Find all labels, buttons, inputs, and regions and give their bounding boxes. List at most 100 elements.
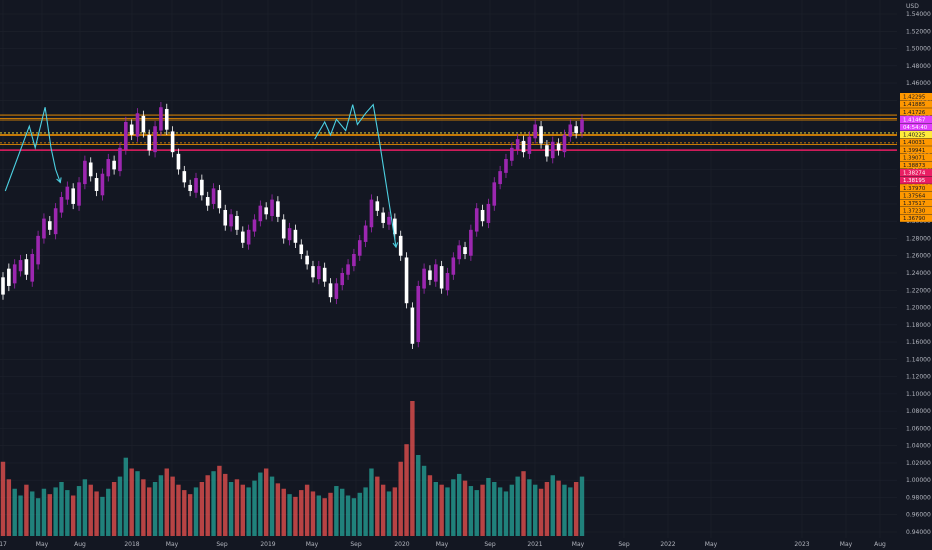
volume-bar — [193, 487, 199, 536]
candle-body — [317, 266, 321, 280]
candle-body — [568, 124, 573, 137]
volume-bar — [503, 491, 509, 536]
y-tick-label: 1.24000 — [906, 270, 931, 277]
price-tag — [900, 100, 932, 108]
candle-body — [334, 283, 339, 299]
candle-body — [194, 178, 198, 193]
volume-bar — [533, 484, 538, 536]
y-tick-label: 1.50000 — [906, 46, 931, 53]
candle-body — [533, 124, 538, 139]
x-tick-label: 2021 — [527, 541, 542, 548]
y-tick-label: 0.94000 — [906, 529, 931, 536]
y-tick-label: 1.02000 — [906, 460, 931, 467]
candle-body — [88, 162, 93, 177]
price-tag — [900, 191, 932, 199]
volume-bar — [334, 486, 339, 536]
volume-bar — [462, 480, 468, 536]
volume-bar — [416, 455, 421, 536]
candle-body — [258, 205, 263, 222]
candle-body — [200, 179, 204, 196]
volume-bar — [94, 491, 99, 536]
y-tick-label: 1.46000 — [906, 80, 931, 87]
volume-bar — [299, 490, 304, 536]
volume-bar — [445, 487, 450, 536]
price-tag — [900, 199, 932, 207]
time-axis[interactable]: 17 May Aug 2018 May Sep 2019 May Sep 2020 May Sep 20… — [0, 541, 886, 548]
candle-body — [252, 219, 257, 232]
candle-body — [53, 208, 58, 235]
y-tick-label: 1.54000 — [906, 11, 931, 18]
candle-body — [328, 283, 333, 298]
candle-body — [170, 131, 175, 153]
x-tick-label: 2019 — [260, 541, 275, 548]
volume-bar — [562, 484, 567, 536]
price-tag — [900, 207, 932, 215]
volume-bar — [211, 471, 216, 536]
x-tick-label: Aug — [874, 541, 886, 548]
candle-body — [188, 184, 192, 191]
candle-body — [311, 266, 315, 278]
volume-bar — [509, 484, 515, 536]
volume-bar — [252, 480, 257, 536]
volume-bar — [392, 487, 398, 536]
candle-body — [7, 268, 11, 286]
x-tick-label: Sep — [618, 541, 630, 548]
volume-bar — [468, 486, 474, 536]
y-tick-label: 1.22000 — [906, 287, 931, 294]
projection-lines — [4, 103, 399, 249]
y-tick-label: 1.14000 — [906, 356, 931, 363]
projection-line — [314, 103, 397, 248]
candle-body — [556, 143, 561, 151]
volume-bar — [375, 476, 380, 536]
candle-body — [562, 134, 567, 153]
volume-bar — [345, 495, 351, 536]
candle-body — [375, 201, 380, 211]
volume-bar — [199, 482, 205, 536]
candle-body — [510, 147, 514, 161]
volume-bar — [30, 491, 35, 536]
candles — [1, 102, 584, 349]
y-tick-label: 1.16000 — [906, 339, 931, 346]
price-tag-label: 1.39941 — [903, 148, 925, 154]
candle-body — [118, 147, 122, 172]
candle-body — [240, 231, 245, 243]
price-tag — [900, 146, 932, 154]
volume-bar — [486, 477, 491, 536]
candle-body — [217, 190, 222, 209]
volume-bar — [474, 490, 479, 536]
price-tag — [900, 169, 932, 177]
candle-body — [480, 209, 485, 222]
volume-bar — [217, 465, 222, 536]
candle-body — [246, 229, 251, 245]
candle-body — [100, 173, 105, 196]
volume-bar — [304, 484, 310, 536]
candle-body — [521, 140, 526, 153]
x-tick-label: 17 — [0, 541, 7, 548]
candle-body — [381, 212, 385, 223]
candle-body — [352, 254, 356, 267]
candle-body — [299, 244, 304, 255]
x-tick-label: May — [166, 541, 179, 548]
volume-bar — [421, 465, 427, 536]
candle-body — [393, 218, 397, 235]
price-tag-label: 1.40225 — [903, 133, 925, 139]
candle-body — [550, 141, 555, 159]
volume-bar — [404, 444, 409, 536]
candle-body — [451, 257, 456, 275]
volume-bar — [176, 484, 181, 536]
candle-body — [270, 199, 274, 217]
volume-bar — [228, 482, 234, 536]
y-tick-label: 1.06000 — [906, 425, 931, 432]
volume-bar — [281, 488, 286, 536]
volume-bar — [0, 461, 6, 536]
x-tick-label: May — [840, 541, 853, 548]
y-tick-label: 1.26000 — [906, 253, 931, 260]
volume-bars — [0, 401, 585, 536]
candle-body — [486, 203, 491, 223]
price-tag — [900, 123, 932, 131]
volume-bar — [357, 492, 362, 536]
volume-bar — [573, 482, 579, 536]
price-tag-label: 1.39071 — [903, 155, 925, 161]
x-tick-label: 2023 — [794, 541, 809, 548]
